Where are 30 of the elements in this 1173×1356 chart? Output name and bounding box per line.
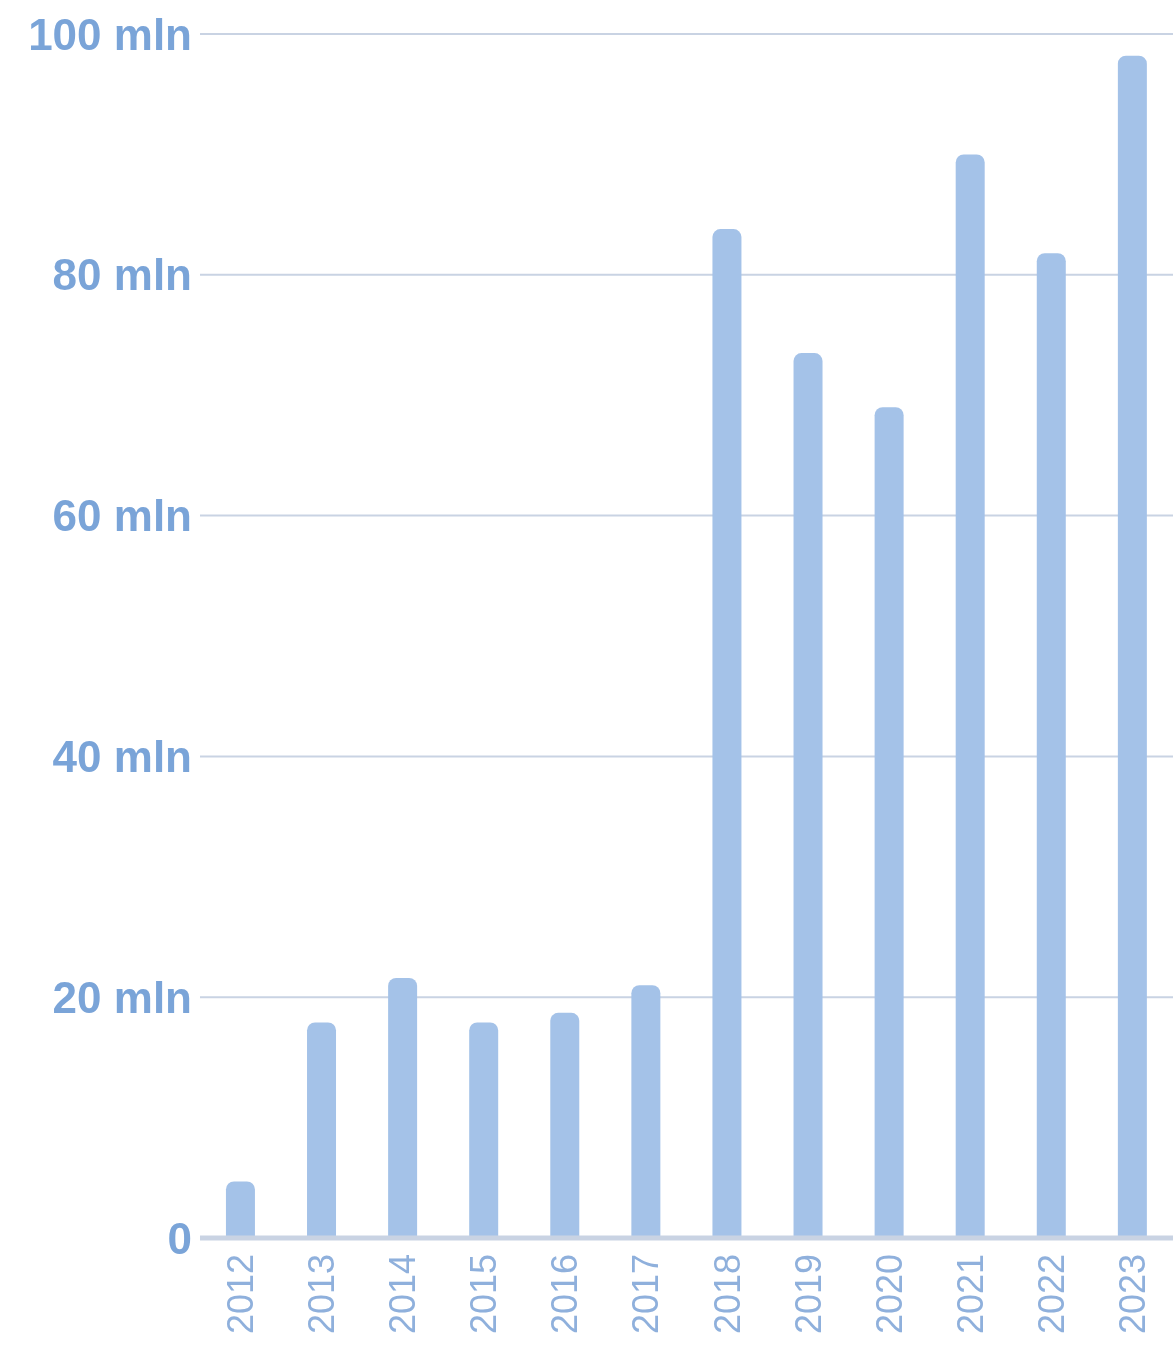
x-tick-label: 2015 bbox=[463, 1254, 505, 1335]
bar bbox=[631, 985, 661, 1238]
bar bbox=[1036, 253, 1066, 1238]
y-tick-label: 100 mln bbox=[28, 9, 192, 59]
x-tick-label: 2018 bbox=[706, 1254, 748, 1335]
x-tick-label: 2022 bbox=[1030, 1254, 1072, 1335]
bar bbox=[388, 977, 418, 1238]
y-tick-label: 20 mln bbox=[52, 972, 192, 1022]
x-tick-label: 2021 bbox=[949, 1254, 991, 1335]
bar bbox=[874, 407, 904, 1238]
bar bbox=[793, 353, 823, 1238]
x-tick-label: 2014 bbox=[382, 1254, 424, 1335]
x-tick-label: 2023 bbox=[1111, 1254, 1153, 1335]
y-tick-label: 0 bbox=[167, 1213, 192, 1263]
bar bbox=[955, 154, 985, 1238]
bar bbox=[225, 1181, 255, 1238]
x-tick-label: 2016 bbox=[544, 1254, 586, 1335]
y-tick-label: 40 mln bbox=[52, 732, 192, 782]
x-tick-label: 2013 bbox=[301, 1254, 343, 1335]
y-tick-label: 60 mln bbox=[52, 491, 192, 541]
x-tick-label: 2019 bbox=[787, 1254, 829, 1335]
bar bbox=[469, 1022, 499, 1238]
x-tick-label: 2012 bbox=[220, 1254, 262, 1335]
x-tick-label: 2017 bbox=[625, 1254, 667, 1335]
bar bbox=[1117, 55, 1147, 1238]
y-tick-label: 80 mln bbox=[52, 250, 192, 300]
x-tick-label: 2020 bbox=[868, 1254, 910, 1335]
bar bbox=[307, 1022, 337, 1238]
bar bbox=[712, 229, 742, 1238]
bar bbox=[550, 1012, 580, 1238]
